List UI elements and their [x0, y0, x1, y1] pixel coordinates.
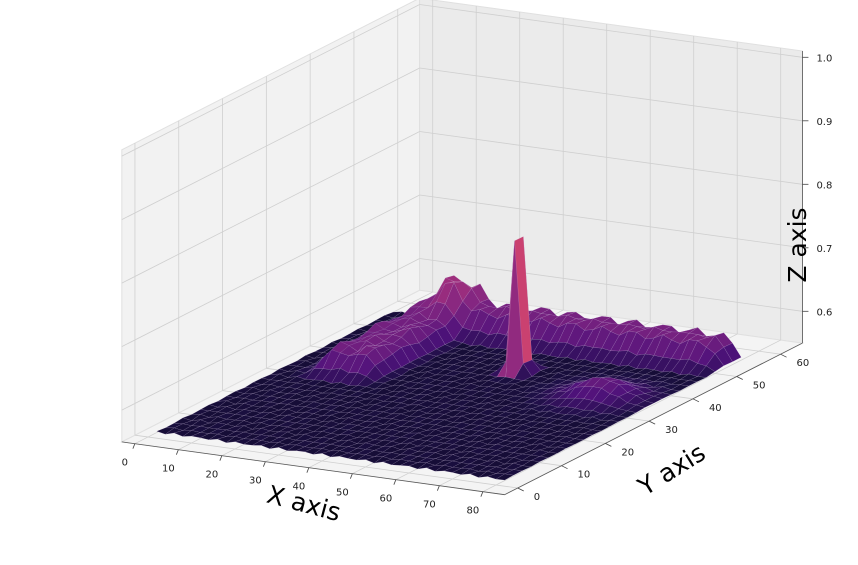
x-tick-mark — [219, 455, 223, 461]
x-tick-mark — [480, 491, 484, 497]
y-tick-label: 20 — [621, 447, 634, 458]
x-tick-label: 40 — [292, 482, 305, 493]
y-tick-label: 0 — [534, 492, 540, 503]
surface-facet — [556, 442, 576, 449]
x-tick-label: 70 — [423, 500, 436, 511]
x-tick-label: 0 — [122, 458, 128, 469]
x-tick-mark — [175, 449, 179, 455]
y-tick-label: 30 — [665, 425, 678, 436]
z-tick-label: 0.6 — [816, 307, 832, 318]
y-tick-mark — [692, 398, 700, 403]
x-tick-label: 30 — [249, 476, 262, 487]
x-tick-mark — [393, 479, 397, 485]
z-tick-label: 0.9 — [816, 117, 832, 128]
surface-facet — [661, 389, 681, 395]
surface-facet — [548, 446, 567, 454]
z-tick-label: 0.8 — [816, 180, 832, 191]
z-tick-label: 1.0 — [816, 53, 832, 64]
y-tick-label: 60 — [797, 358, 810, 369]
z-gridline — [121, 131, 420, 284]
axes-ticks: 0 10 20 30 40 50 60 70 80 0 10 20 30 40 50 60 0.6 0.7 0.8 0… — [121, 50, 832, 517]
y-tick-mark — [561, 465, 568, 470]
x-tick-mark — [132, 443, 136, 449]
surface-facet — [653, 392, 672, 399]
x-tick-mark — [262, 461, 266, 467]
surface-facet — [644, 396, 663, 404]
z-gridline — [419, 258, 803, 312]
x-tick-label: 10 — [162, 464, 175, 475]
surface-facet — [609, 416, 628, 422]
z-gridline — [121, 4, 420, 157]
y-axis-label: Y axis — [632, 438, 710, 502]
z-gridline — [419, 131, 803, 185]
z-gridline — [419, 4, 803, 58]
y-axis-line — [504, 342, 803, 496]
z-gridline — [419, 194, 803, 249]
x-gridline — [482, 339, 781, 493]
surface-mesh — [156, 236, 742, 481]
z-gridline — [419, 67, 803, 122]
surface-facet — [697, 365, 716, 378]
x-tick-mark — [436, 485, 440, 491]
z-gridline — [121, 194, 420, 347]
y-tick-label: 10 — [578, 470, 591, 481]
y-tick-label: 50 — [753, 381, 766, 392]
x-tick-label: 20 — [205, 470, 218, 481]
y-tick-mark — [517, 487, 524, 492]
y-gridline — [134, 434, 518, 489]
surface-facet — [635, 400, 655, 408]
y-tick-mark — [605, 443, 612, 447]
x-tick-mark — [306, 467, 310, 473]
x-axis-line — [121, 441, 505, 496]
x-tick-label: 60 — [379, 494, 392, 505]
z-axis-label: Z axis — [783, 207, 812, 282]
y-tick-mark — [648, 420, 656, 425]
surface-facet — [504, 469, 523, 476]
surface-facet — [626, 404, 646, 413]
x-tick-label: 80 — [466, 506, 479, 517]
y-tick-mark — [780, 353, 787, 358]
surface-facet — [495, 473, 515, 481]
y-tick-mark — [736, 376, 743, 380]
z-gridline — [121, 258, 420, 411]
z-tick-label: 0.7 — [816, 244, 832, 255]
x-tick-label: 50 — [336, 488, 349, 499]
surface-facet — [521, 460, 541, 467]
x-tick-mark — [349, 473, 353, 479]
surface-facet — [582, 429, 602, 436]
y-tick-label: 40 — [709, 403, 722, 414]
z-gridline — [121, 67, 420, 220]
